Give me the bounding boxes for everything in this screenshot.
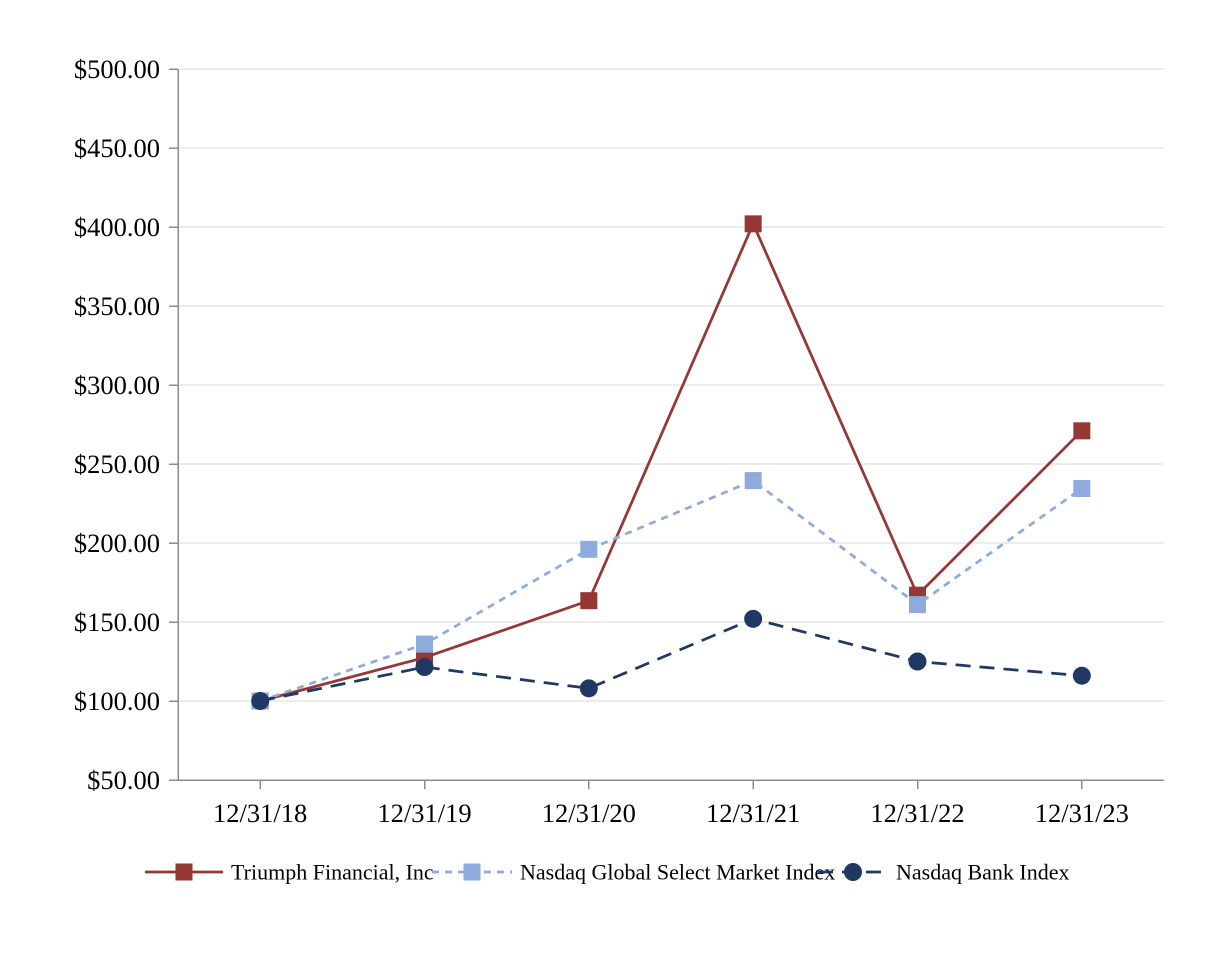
y-tick-label: $200.00 — [74, 528, 160, 558]
y-tick-label: $400.00 — [74, 212, 160, 242]
y-tick-label: $450.00 — [74, 133, 160, 163]
legend-label-nasdaq-bank-index: Nasdaq Bank Index — [896, 860, 1070, 885]
series-marker-triumph-financial-inc — [744, 215, 762, 233]
y-tick-label: $500.00 — [74, 54, 160, 84]
y-tick-label: $350.00 — [74, 291, 160, 321]
legend-label-nasdaq-global-select-market-index: Nasdaq Global Select Market Index — [520, 860, 835, 885]
x-tick-label: 12/31/19 — [377, 798, 471, 828]
x-tick-label: 12/31/18 — [213, 798, 307, 828]
series-marker-nasdaq-global-select-market-index — [909, 596, 926, 614]
y-tick-label: $250.00 — [74, 449, 160, 479]
y-tick-label: $300.00 — [74, 370, 160, 400]
x-tick-label: 12/31/23 — [1035, 798, 1129, 828]
y-tick-label: $150.00 — [74, 607, 160, 637]
x-tick-label: 12/31/20 — [542, 798, 636, 828]
series-line-nasdaq-global-select-market-index — [259, 479, 1083, 703]
legend-item-triumph-financial-inc: Triumph Financial, Inc — [145, 860, 434, 885]
series-marker-nasdaq-bank-index — [908, 652, 927, 671]
series-marker-nasdaq-global-select-market-index — [744, 472, 762, 490]
legend-swatch-marker — [175, 863, 193, 881]
series-marker-nasdaq-global-select-market-index — [416, 635, 433, 653]
legend-label-triumph-financial-inc: Triumph Financial, Inc — [231, 860, 434, 885]
series-line-nasdaq-bank-index — [259, 617, 1082, 703]
series-marker-nasdaq-bank-index — [579, 679, 598, 698]
series-marker-nasdaq-bank-index — [1072, 666, 1091, 685]
y-tick-label: $100.00 — [74, 686, 160, 716]
y-tick-label: $50.00 — [87, 765, 160, 795]
series-marker-nasdaq-bank-index — [415, 658, 434, 677]
legend-swatch-marker — [844, 863, 862, 881]
series-marker-triumph-financial-inc — [580, 592, 598, 610]
series-marker-nasdaq-bank-index — [251, 692, 270, 710]
series-marker-nasdaq-global-select-market-index — [1073, 479, 1091, 497]
legend: Triumph Financial, Inc Nasdaq Global Sele… — [145, 860, 1070, 885]
series-marker-nasdaq-bank-index — [744, 609, 763, 628]
series-marker-triumph-financial-inc — [1073, 422, 1091, 440]
series-nasdaq-global-select-market-index — [251, 472, 1091, 710]
legend-item-nasdaq-global-select-market-index: Nasdaq Global Select Market Index — [432, 860, 835, 885]
series-nasdaq-bank-index — [251, 609, 1091, 710]
series-triumph-financial-inc — [251, 215, 1091, 710]
series-line-triumph-financial-inc — [259, 220, 1083, 703]
series-marker-nasdaq-global-select-market-index — [580, 540, 598, 558]
x-tick-label: 12/31/22 — [870, 798, 964, 828]
legend-swatch-marker — [463, 863, 481, 881]
legend-item-nasdaq-bank-index: Nasdaq Bank Index — [818, 860, 1070, 885]
x-tick-label: 12/31/21 — [706, 798, 800, 828]
